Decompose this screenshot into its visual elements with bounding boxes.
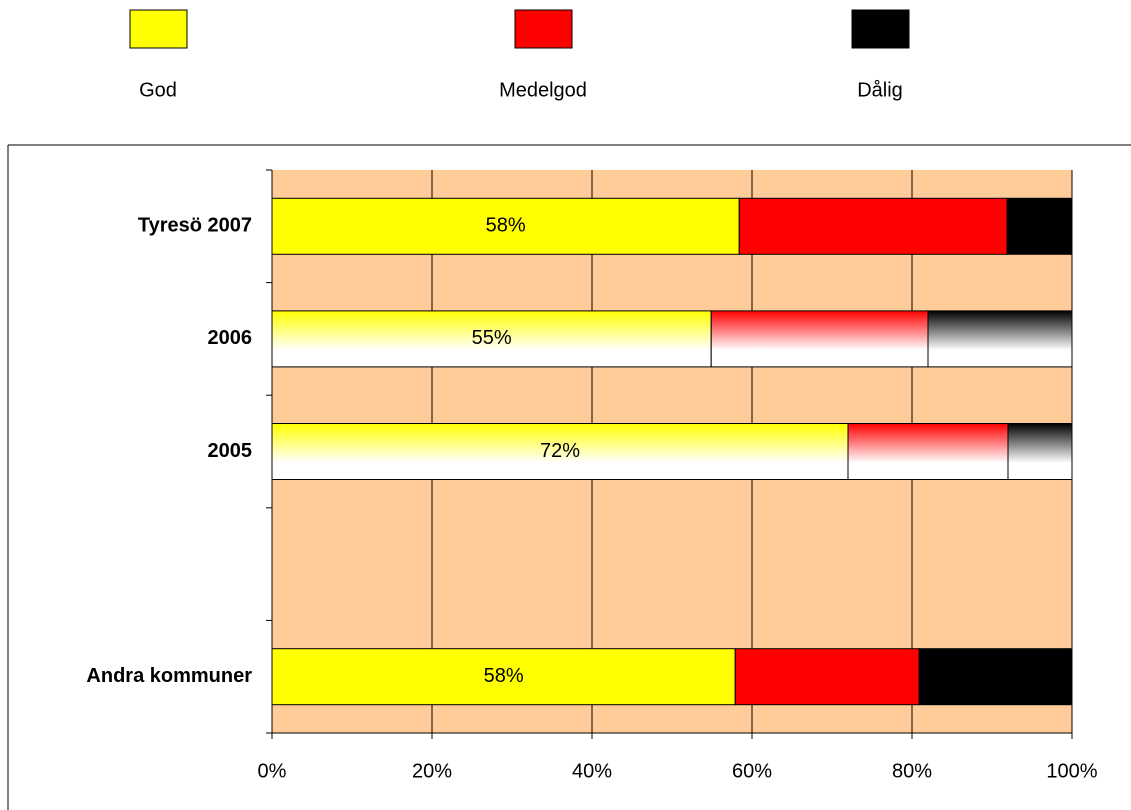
bar-segment xyxy=(271,197,740,255)
legend-swatch xyxy=(129,9,188,49)
value-label: 55% xyxy=(472,327,512,349)
value-label: 58% xyxy=(484,665,524,687)
y-tick-label: Tyresö 2007 xyxy=(138,215,252,237)
legend-label: God xyxy=(139,79,177,101)
legend-swatch xyxy=(851,9,910,49)
value-label: 58% xyxy=(486,215,526,237)
y-tick-label: 2006 xyxy=(208,327,253,349)
bar-segment xyxy=(271,310,712,368)
bar-segment xyxy=(1007,423,1073,480)
legend-label: Dålig xyxy=(857,79,903,101)
x-tick-label: 0% xyxy=(258,760,287,782)
bar-segment xyxy=(734,648,920,706)
bar-segment xyxy=(1006,197,1073,255)
bar-segment xyxy=(710,310,929,368)
bar-segment xyxy=(847,423,1009,480)
bar-segment xyxy=(918,648,1073,706)
bar-segment xyxy=(738,197,1008,255)
x-tick-label: 80% xyxy=(892,760,932,782)
bar-segment xyxy=(927,310,1073,368)
x-tick-label: 60% xyxy=(732,760,772,782)
value-label: 72% xyxy=(540,440,580,462)
y-tick-label: Andra kommuner xyxy=(86,665,252,687)
x-tick-label: 20% xyxy=(412,760,452,782)
legend-swatch xyxy=(514,9,573,49)
bar-segment xyxy=(271,423,849,480)
y-tick-label: 2005 xyxy=(208,440,253,462)
x-tick-label: 100% xyxy=(1046,760,1097,782)
x-tick-label: 40% xyxy=(572,760,612,782)
legend-label: Medelgod xyxy=(499,79,587,101)
bar-segment xyxy=(271,648,736,706)
